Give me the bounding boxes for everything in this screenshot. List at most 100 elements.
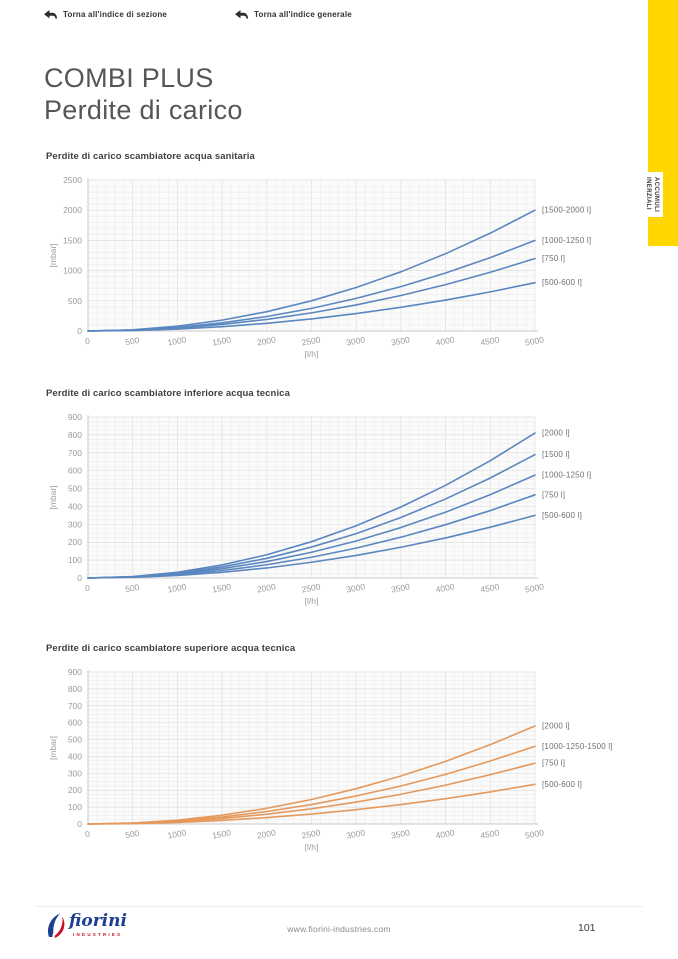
chart-title-superiore: Perdite di carico scambiatore superiore … xyxy=(46,643,296,654)
page-title: COMBI PLUS Perdite di carico xyxy=(44,62,243,126)
nav-link-general-index[interactable]: Torna all'indice generale xyxy=(235,10,352,19)
x-tick-label: 2000 xyxy=(256,581,277,594)
x-tick-label: 2500 xyxy=(301,827,322,840)
x-tick-label: 4500 xyxy=(480,334,501,347)
y-tick-label: 200 xyxy=(68,537,82,547)
series-line xyxy=(87,783,536,825)
y-axis-label: [mbar] xyxy=(48,736,58,760)
back-arrow-icon xyxy=(44,10,57,19)
series-label: [750 l] xyxy=(542,490,565,499)
x-tick-label: 4500 xyxy=(480,827,501,840)
x-tick-label: 4000 xyxy=(435,827,456,840)
x-tick-label: 3500 xyxy=(390,581,411,594)
page-title-line2: Perdite di carico xyxy=(44,95,243,125)
section-tab-accumuli-inerziali: ACCUMULI INERZIALI xyxy=(641,0,678,246)
x-tick-label: 3000 xyxy=(345,827,366,840)
nav-link-label: Torna all'indice di sezione xyxy=(63,10,168,19)
x-tick-label: 1000 xyxy=(167,827,188,840)
x-tick-label: 2000 xyxy=(256,334,277,347)
series-label: [500-600 l] xyxy=(542,780,582,789)
x-tick-label: 500 xyxy=(124,335,140,347)
chart-superiore: 0 100 200 300 400 500 600 700 800 900 0 500 1000 1500… xyxy=(48,667,613,852)
x-tick-label: 500 xyxy=(124,828,140,840)
series-label: [750 l] xyxy=(542,254,565,263)
nav-link-section-index[interactable]: Torna all'indice di sezione xyxy=(44,10,167,19)
y-tick-label: 500 xyxy=(68,484,82,494)
y-tick-label: 1000 xyxy=(63,266,82,276)
back-arrow-icon xyxy=(235,10,248,19)
y-tick-label: 300 xyxy=(68,768,82,778)
y-tick-label: 600 xyxy=(68,718,82,728)
series-label: [750 l] xyxy=(542,759,565,768)
x-tick-label: 3500 xyxy=(390,827,411,840)
x-tick-label: 0 xyxy=(84,829,91,840)
x-axis-label: [l/h] xyxy=(305,349,319,359)
y-tick-label: 700 xyxy=(68,448,82,458)
x-tick-label: 0 xyxy=(84,336,91,347)
y-tick-label: 700 xyxy=(68,701,82,711)
footer-website: www.fiorini-industries.com xyxy=(287,924,391,934)
y-tick-label: 100 xyxy=(68,802,82,812)
y-tick-label: 800 xyxy=(68,430,82,440)
series-label: [1000-1250 l] xyxy=(542,471,591,480)
x-tick-label: 1500 xyxy=(211,581,232,594)
x-tick-label: 4000 xyxy=(435,334,456,347)
chart-sanitaria: 0 500 1000 1500 2000 2500 0 500 1000 1500 2000 2500… xyxy=(48,175,591,359)
x-tick-label: 1000 xyxy=(167,334,188,347)
series-label: [1000-1250-1500 l] xyxy=(542,742,613,751)
section-tab-label: ACCUMULI INERZIALI xyxy=(641,172,663,218)
x-tick-label: 500 xyxy=(124,582,140,594)
x-axis-label: [l/h] xyxy=(305,596,319,606)
y-tick-label: 900 xyxy=(68,412,82,422)
y-tick-label: 0 xyxy=(77,573,82,583)
y-axis-label: [mbar] xyxy=(48,243,58,267)
chart-title-sanitaria: Perdite di carico scambiatore acqua sani… xyxy=(46,151,255,162)
chart-title-inferiore: Perdite di carico scambiatore inferiore … xyxy=(46,388,290,399)
x-tick-label: 3000 xyxy=(345,581,366,594)
x-tick-label: 3500 xyxy=(390,334,411,347)
series-line xyxy=(87,209,536,332)
nav-link-label: Torna all'indice generale xyxy=(254,10,352,19)
page-title-line1: COMBI PLUS xyxy=(44,63,214,93)
series-label: [1500-2000 l] xyxy=(542,206,591,215)
series-label: [1500 l] xyxy=(542,450,570,459)
x-tick-label: 2000 xyxy=(256,827,277,840)
section-tab-label-line1: ACCUMULI xyxy=(653,177,659,213)
page-number: 101 xyxy=(578,922,596,934)
x-tick-label: 3000 xyxy=(345,334,366,347)
y-tick-label: 300 xyxy=(68,519,82,529)
series-label: [500-600 l] xyxy=(542,278,582,287)
section-tab-label-line2: INERZIALI xyxy=(645,177,651,210)
x-tick-label: 5000 xyxy=(524,581,545,594)
x-tick-label: 4500 xyxy=(480,581,501,594)
x-tick-label: 4000 xyxy=(435,581,456,594)
x-tick-label: 5000 xyxy=(524,334,545,347)
chart-inferiore: 0 100 200 300 400 500 600 700 800 900 0 500 1000 1500… xyxy=(48,412,591,606)
series-label: [2000 l] xyxy=(542,722,570,731)
x-axis-label: [l/h] xyxy=(305,842,319,852)
series-line xyxy=(87,281,536,332)
y-tick-label: 2500 xyxy=(63,175,82,185)
series-line xyxy=(87,514,536,579)
x-tick-label: 1000 xyxy=(167,581,188,594)
y-tick-label: 500 xyxy=(68,296,82,306)
y-tick-label: 100 xyxy=(68,555,82,565)
fiorini-logo-text: fiorini INDUSTRIES xyxy=(69,911,127,938)
x-tick-label: 2500 xyxy=(301,581,322,594)
logo-name: fiorini xyxy=(69,911,127,931)
y-tick-label: 800 xyxy=(68,684,82,694)
y-tick-label: 400 xyxy=(68,501,82,511)
fiorini-logo-icon xyxy=(44,912,66,943)
series-label: [2000 l] xyxy=(542,429,570,438)
x-tick-label: 2500 xyxy=(301,334,322,347)
y-tick-label: 500 xyxy=(68,735,82,745)
x-tick-label: 0 xyxy=(84,583,91,594)
y-axis-label: [mbar] xyxy=(48,485,58,509)
y-tick-label: 0 xyxy=(77,326,82,336)
x-tick-label: 1500 xyxy=(211,827,232,840)
y-tick-label: 900 xyxy=(68,667,82,677)
y-tick-label: 200 xyxy=(68,785,82,795)
footer-divider xyxy=(35,906,643,907)
series-label: [500-600 l] xyxy=(542,511,582,520)
